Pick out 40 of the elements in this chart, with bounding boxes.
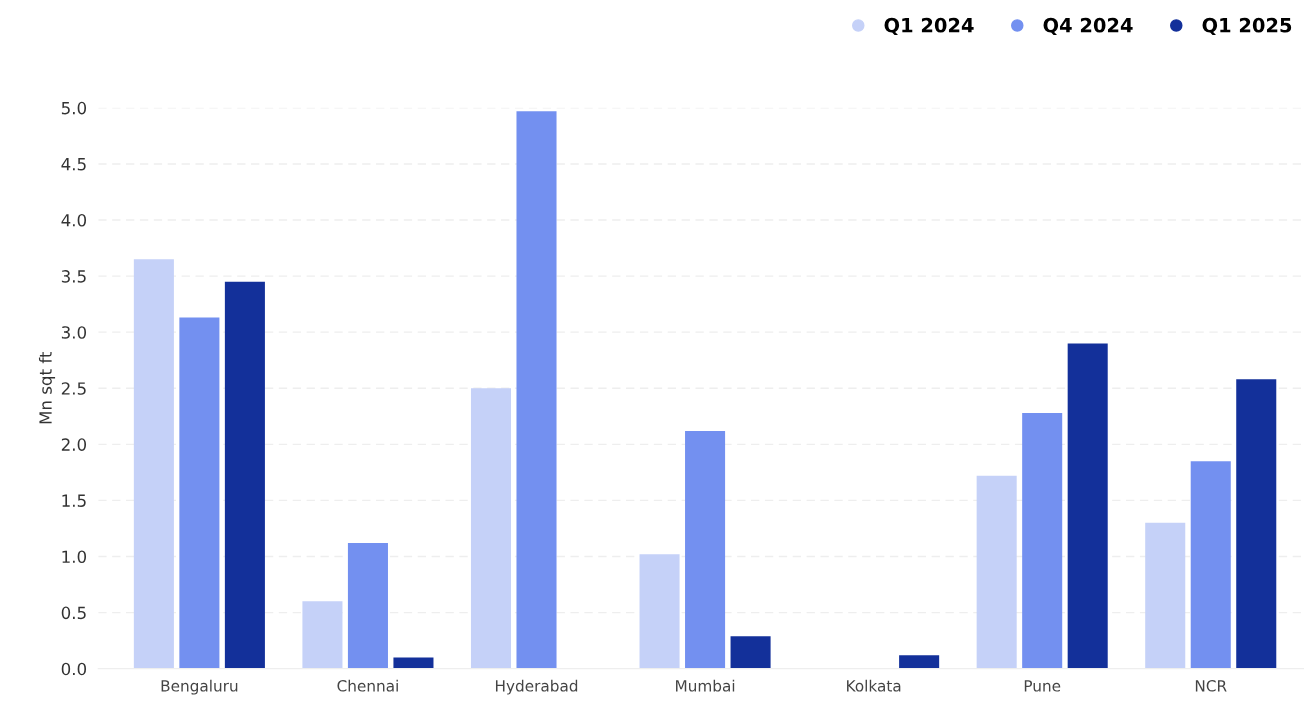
bar <box>393 657 434 669</box>
legend-label: Q1 2024 <box>884 17 974 36</box>
x-tick-label: Chennai <box>337 679 398 692</box>
y-tick-label: 4.5 <box>61 158 86 171</box>
legend-label: Q4 2024 <box>1043 17 1133 36</box>
bar <box>1145 522 1186 669</box>
y-tick-label: 0.0 <box>61 662 87 676</box>
x-tick-label: Hyderabad <box>495 679 578 695</box>
y-tick-label: 2.0 <box>61 438 87 451</box>
bar <box>179 317 220 669</box>
x-tick-label: Kolkata <box>847 679 901 692</box>
bar <box>639 554 680 669</box>
bar <box>899 655 940 669</box>
x-tick-label: Mumbai <box>676 679 735 692</box>
x-tick-label: NCR <box>1195 680 1227 692</box>
bar <box>976 475 1017 669</box>
x-tick-label: Pune <box>1024 680 1061 692</box>
bar <box>685 430 726 669</box>
bar <box>470 388 512 669</box>
bar <box>347 543 388 669</box>
y-axis-title: Mn sqt ft <box>38 351 56 424</box>
bar <box>730 636 771 669</box>
bar <box>1067 343 1108 669</box>
y-tick-label: 3.5 <box>61 270 86 283</box>
bar <box>302 601 343 669</box>
y-tick-label: 5.0 <box>61 101 87 115</box>
y-tick-label: 1.0 <box>62 550 87 564</box>
y-tick-label: 3.0 <box>61 326 87 339</box>
y-tick-label: 0.5 <box>61 606 86 620</box>
bar <box>133 259 174 669</box>
y-tick-label: 4.0 <box>61 213 87 227</box>
bar <box>1022 412 1063 669</box>
y-tick-label: 1.5 <box>62 494 86 507</box>
bar <box>1236 379 1277 669</box>
bar <box>1190 461 1231 669</box>
bar <box>516 111 557 669</box>
x-tick-label: Bengaluru <box>161 679 238 695</box>
y-tick-label: 2.5 <box>61 382 86 395</box>
bar <box>224 281 265 669</box>
legend-label: Q1 2025 <box>1202 17 1292 36</box>
